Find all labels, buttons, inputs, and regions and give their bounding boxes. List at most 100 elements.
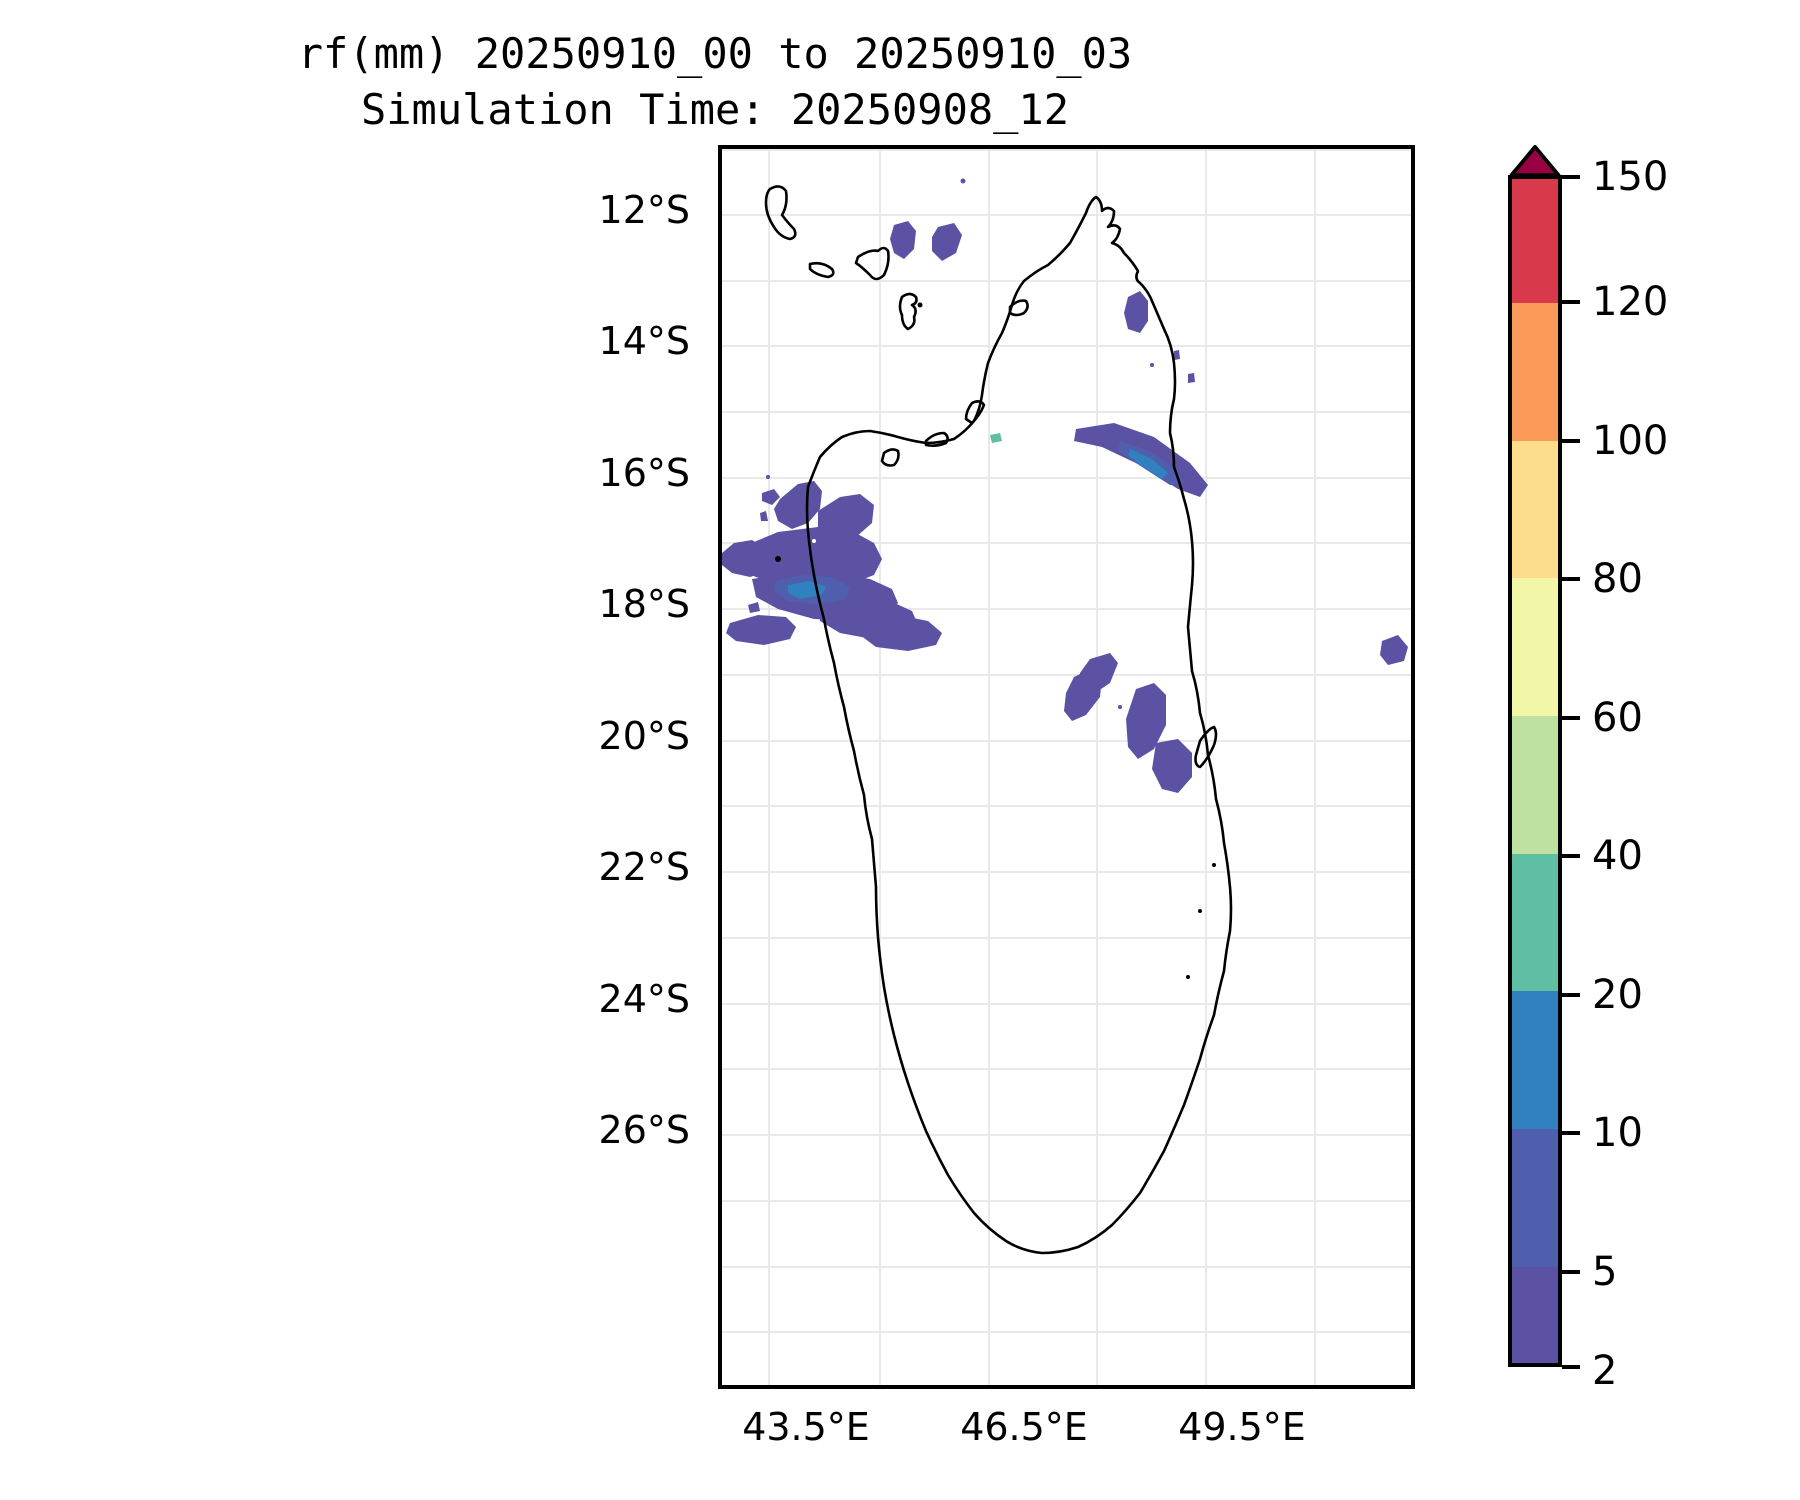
coastline-island-grande-comore <box>764 185 797 241</box>
colorbar-tick-label: 10 <box>1592 1110 1643 1156</box>
gridline-horizontal <box>722 1068 1411 1070</box>
coastline-islet <box>917 302 923 308</box>
colorbar-tick <box>1562 439 1580 443</box>
ytick-label: 22°S <box>598 845 690 889</box>
gridline-horizontal <box>722 805 1411 807</box>
colorbar-band-60-80 <box>1512 578 1558 716</box>
coastline-island-nosy-be <box>880 448 900 467</box>
coastline-detail-north-inlet <box>1008 299 1029 317</box>
gridline-horizontal <box>722 214 1411 216</box>
coastline-island-anjouan <box>854 246 890 281</box>
colorbar: 150 120 100 80 60 40 20 10 5 2 <box>1508 145 1668 1394</box>
colorbar-tick <box>1562 993 1580 997</box>
precip-point-2to5mm <box>960 178 966 184</box>
colorbar-tick-label: 100 <box>1592 418 1669 464</box>
gridline-horizontal <box>722 608 1411 610</box>
colorbar-tick-label: 60 <box>1592 695 1643 741</box>
coastline-detail-nw-bay <box>924 431 949 447</box>
precip-point-2to5mm <box>1118 705 1122 709</box>
colorbar-tick <box>1562 577 1580 581</box>
colorbar-tick <box>1562 854 1580 858</box>
gridline-vertical <box>988 149 990 1385</box>
precip-polygon-2to5mm <box>760 511 768 521</box>
precipitation-shading-layer <box>722 178 1408 793</box>
precip-polygon-2to5mm <box>734 527 882 589</box>
colorbar-band-80-100 <box>1512 440 1558 579</box>
gridline-horizontal <box>722 1134 1411 1136</box>
coastline-island-mayotte <box>898 292 918 331</box>
xtick-label: 49.5°E <box>1178 1405 1306 1449</box>
gridline-horizontal <box>722 674 1411 676</box>
precip-polygon-2to5mm <box>1188 373 1195 383</box>
colorbar-band-40-60 <box>1512 715 1558 854</box>
gridline-vertical <box>1096 149 1098 1385</box>
colorbar-extend-arrow-icon <box>1509 145 1561 177</box>
gridline-vertical <box>879 149 881 1385</box>
gridline-vertical <box>1314 149 1316 1385</box>
colorbar-tick <box>1562 175 1580 179</box>
colorbar-tick-label: 20 <box>1592 972 1643 1018</box>
gridline-horizontal <box>722 477 1411 479</box>
ytick-label: 24°S <box>598 977 690 1021</box>
title-line-simulation-time: Simulation Time: 20250908_12 <box>360 85 1069 134</box>
ytick-label: 26°S <box>598 1108 690 1152</box>
precip-polygon-2to5mm <box>1152 739 1192 793</box>
coastline-islet <box>1186 975 1190 979</box>
colorbar-tick-label: 150 <box>1592 154 1669 200</box>
coastline-islet <box>1198 909 1202 913</box>
ytick-label: 12°S <box>598 188 690 232</box>
gridline-horizontal <box>722 740 1411 742</box>
xtick-label: 43.5°E <box>742 1405 870 1449</box>
map-plot-area <box>718 145 1415 1389</box>
ytick-label: 20°S <box>598 714 690 758</box>
gridline-horizontal <box>722 1003 1411 1005</box>
precip-polygon-2to5mm <box>1380 635 1408 665</box>
colorbar-band-120-150 <box>1512 179 1558 303</box>
coastline-islet <box>1212 863 1216 867</box>
gridline-vertical <box>768 149 770 1385</box>
title-line-variable-period: rf(mm) 20250910_00 to 20250910_03 <box>297 29 1133 78</box>
colorbar-band-2-5 <box>1512 1266 1558 1363</box>
precip-polygon-2to5mm <box>774 481 822 529</box>
precip-polygon-2to5mm <box>1080 653 1118 695</box>
figure-title: rf(mm) 20250910_00 to 20250910_03 Simula… <box>0 26 1430 138</box>
precip-polygon-2to5mm <box>890 221 916 259</box>
gridline-vertical <box>1205 149 1207 1385</box>
colorbar-tick-label: 40 <box>1592 833 1643 879</box>
gridline-horizontal <box>722 1200 1411 1202</box>
precip-polygon-2to5mm <box>1174 350 1180 360</box>
colorbar-bands <box>1508 175 1562 1367</box>
ytick-label: 14°S <box>598 319 690 363</box>
precip-polygon-2to5mm <box>748 602 760 613</box>
precip-point-2to5mm <box>1150 363 1154 367</box>
colorbar-tick <box>1562 1131 1580 1135</box>
colorbar-band-100-120 <box>1512 302 1558 441</box>
colorbar-tick <box>1562 1270 1580 1274</box>
colorbar-tick <box>1562 716 1580 720</box>
precip-polygon-10to20mm <box>1128 449 1168 479</box>
gridline-horizontal <box>722 1331 1411 1333</box>
xtick-label: 46.5°E <box>960 1405 1088 1449</box>
colorbar-tick-label: 120 <box>1592 279 1669 325</box>
coastline-island-moheli <box>808 261 835 279</box>
colorbar-tick-label: 5 <box>1592 1249 1618 1295</box>
precip-polygon-2to5mm <box>1126 683 1166 759</box>
gridline-horizontal <box>722 280 1411 282</box>
coastline-island-sainte-marie <box>1194 725 1218 769</box>
colorbar-tick-label: 2 <box>1592 1348 1618 1394</box>
precip-polygon-2to5mm <box>1124 291 1148 333</box>
ytick-label: 18°S <box>598 582 690 626</box>
precip-point-2to5mm <box>775 556 781 562</box>
precip-point-2to5mm <box>812 539 816 543</box>
precip-polygon-2to5mm <box>762 489 780 505</box>
colorbar-tick-label: 80 <box>1592 556 1643 602</box>
gridline-horizontal <box>722 542 1411 544</box>
precip-point-2to5mm <box>831 504 837 510</box>
coastline-madagascar <box>805 195 1233 1255</box>
gridline-horizontal <box>722 871 1411 873</box>
colorbar-band-10-20 <box>1512 991 1558 1129</box>
gridline-horizontal <box>722 1266 1411 1268</box>
ytick-label: 16°S <box>598 451 690 495</box>
gridline-horizontal <box>722 345 1411 347</box>
